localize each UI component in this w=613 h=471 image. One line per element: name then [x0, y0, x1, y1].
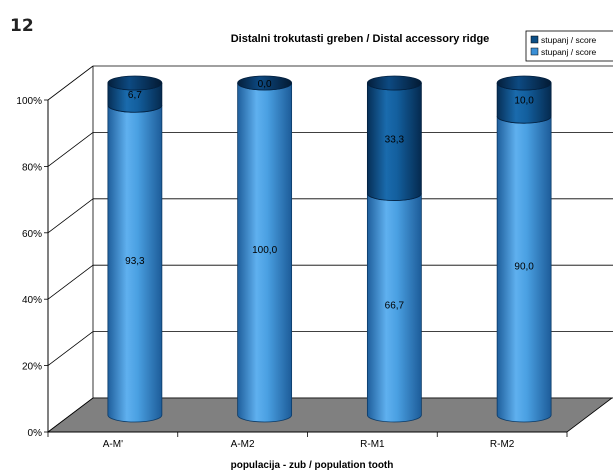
data-label-score1: 0,0	[258, 79, 272, 90]
x-axis-label: populacija - zub / population tooth	[231, 460, 394, 471]
data-label-score1: 10,0	[514, 96, 534, 107]
legend-box	[525, 30, 613, 62]
figure-number: 12	[10, 16, 34, 36]
x-tick-label: A-M'	[103, 439, 123, 450]
chart-title: Distalni trokutasti greben / Distal acce…	[231, 33, 490, 45]
y-tick-label: 20%	[22, 362, 42, 373]
side-gridline	[47, 65, 94, 101]
y-tick-label: 60%	[22, 229, 42, 240]
bar-top-cap	[237, 75, 293, 91]
side-gridline	[47, 331, 94, 366]
side-gridline	[47, 198, 94, 234]
data-label-score1: 6,7	[128, 90, 142, 101]
x-tick-label: R-M2	[490, 439, 515, 450]
data-label-score0: 66,7	[385, 300, 405, 311]
y-tick-label: 100%	[16, 96, 42, 107]
x-tick-label: A-M2	[231, 439, 255, 450]
y-tick-label: 40%	[22, 295, 42, 306]
legend-swatch	[530, 35, 539, 44]
bar-top-cap	[366, 75, 422, 91]
x-tick-label: R-M1	[360, 439, 385, 450]
legend: stupanj / score stupanj / score	[525, 30, 613, 62]
data-label-score0: 93,3	[125, 256, 145, 267]
bar-top-cap	[107, 75, 163, 91]
bar-top-cap	[496, 75, 552, 91]
side-gridline	[47, 264, 94, 300]
side-gridline	[47, 132, 94, 167]
data-label-score0: 90,0	[514, 262, 534, 273]
data-label-score1: 33,3	[385, 134, 405, 145]
data-label-score0: 100,0	[252, 245, 277, 256]
legend-label: stupanj / score	[541, 35, 597, 45]
y-tick-label: 0%	[28, 428, 43, 439]
legend-swatch	[530, 47, 539, 56]
y-tick-label: 80%	[22, 162, 42, 173]
legend-label: stupanj / score	[541, 47, 597, 57]
